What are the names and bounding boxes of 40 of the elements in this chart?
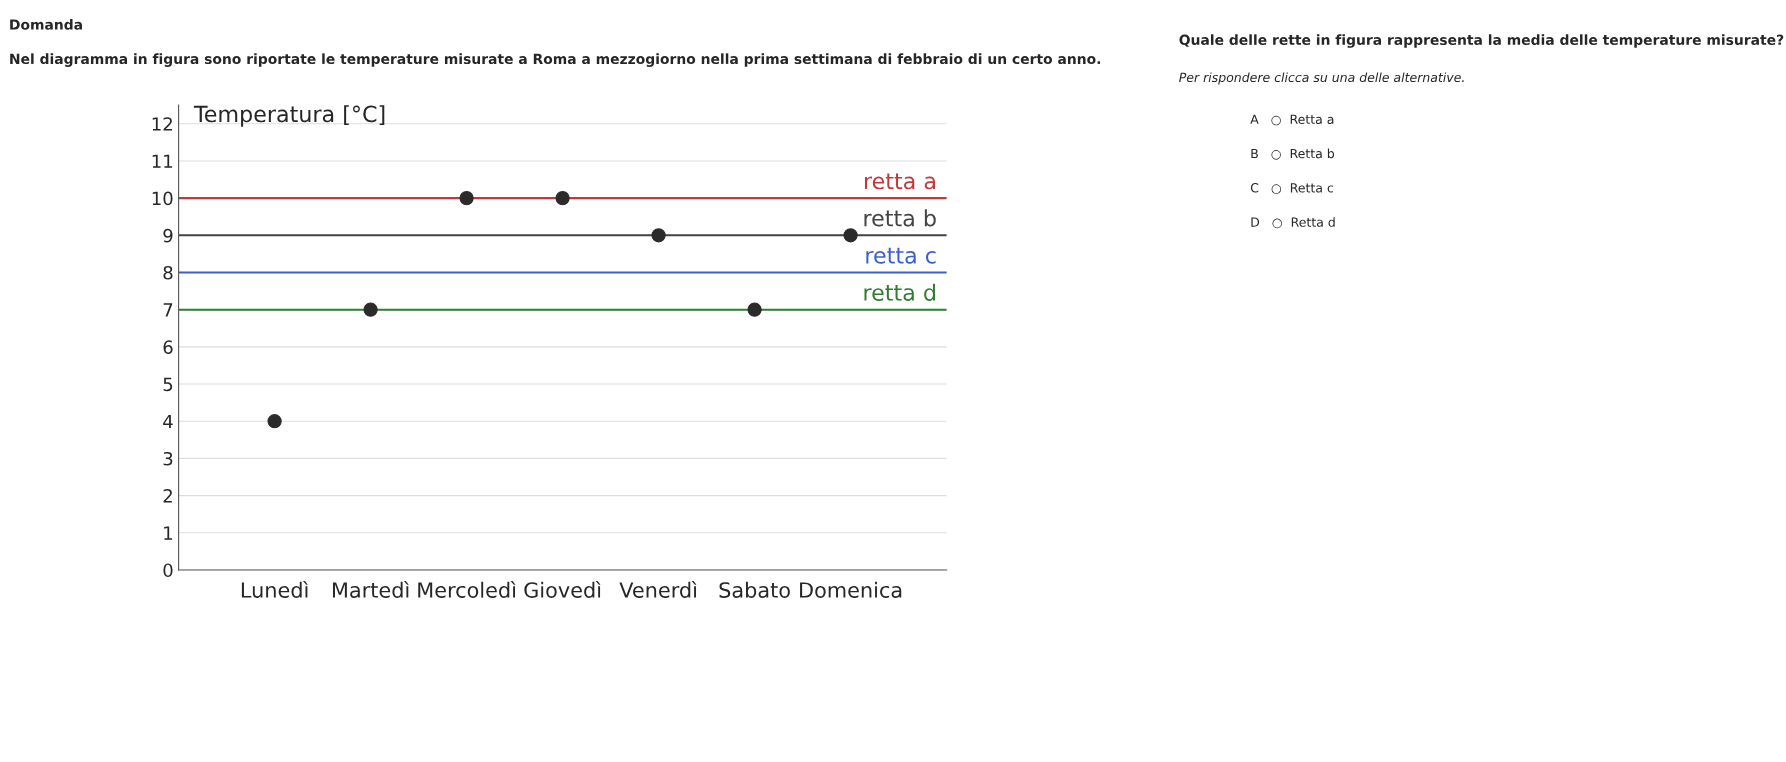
- y-tick-label: 4: [163, 414, 173, 429]
- y-tick-label: 12: [152, 117, 172, 131]
- x-tick-label: Lunedì: [241, 580, 308, 598]
- x-tick-label: Sabato: [719, 581, 790, 598]
- ref-line-label: retta a: [864, 173, 935, 190]
- point: [843, 228, 858, 243]
- x-tick-label: Venerdì: [619, 580, 697, 598]
- text: Domanda: [10, 19, 82, 30]
- text: A ○ Retta a: [1250, 114, 1334, 126]
- x-tick-label: Martedì: [332, 580, 409, 598]
- text: B ○ Retta b: [1251, 148, 1335, 160]
- point: [651, 228, 666, 243]
- chart-subtitle: Nel diagramma in figura sono riportate le temperature misurate a Roma a mezzogiorno nella prima settimana di febbraio di un certo anno.: [10, 53, 1101, 67]
- text: C ○ Retta c: [1250, 183, 1334, 194]
- text: D ○ Retta d: [1251, 217, 1335, 229]
- x-tick-label: Mercoledì: [418, 580, 516, 598]
- y-tick-label: 6: [163, 340, 173, 354]
- point: [459, 191, 474, 206]
- y-axis-title: Temperatura [°C]: [193, 105, 385, 127]
- ref-line-label: retta b: [864, 209, 936, 227]
- y-tick-label: 1: [164, 526, 173, 540]
- y-tick-label: 2: [163, 489, 172, 503]
- x-tick-label: Domenica: [800, 581, 902, 598]
- y-tick-label: 11: [152, 154, 173, 168]
- point: [363, 302, 378, 317]
- text: Quale delle rette in figura rappresenta la media delle temperature misurate?: [1179, 34, 1784, 48]
- y-tick-label: 3: [163, 451, 173, 466]
- y-tick-label: 8: [163, 265, 173, 280]
- y-tick-label: 9: [163, 228, 173, 243]
- y-tick-label: 10: [152, 191, 173, 206]
- point: [747, 302, 762, 317]
- point: [267, 414, 282, 429]
- y-tick-label: 7: [163, 303, 173, 317]
- point: [555, 191, 570, 206]
- ref-line-label: retta c: [866, 247, 936, 264]
- y-tick-label: 5: [163, 377, 173, 392]
- ref-line-label: retta d: [864, 283, 935, 301]
- y-tick-label: 0: [163, 563, 173, 578]
- x-tick-label: Giovedì: [524, 580, 601, 598]
- text: Per rispondere clicca su una delle alternative.: [1179, 72, 1464, 85]
